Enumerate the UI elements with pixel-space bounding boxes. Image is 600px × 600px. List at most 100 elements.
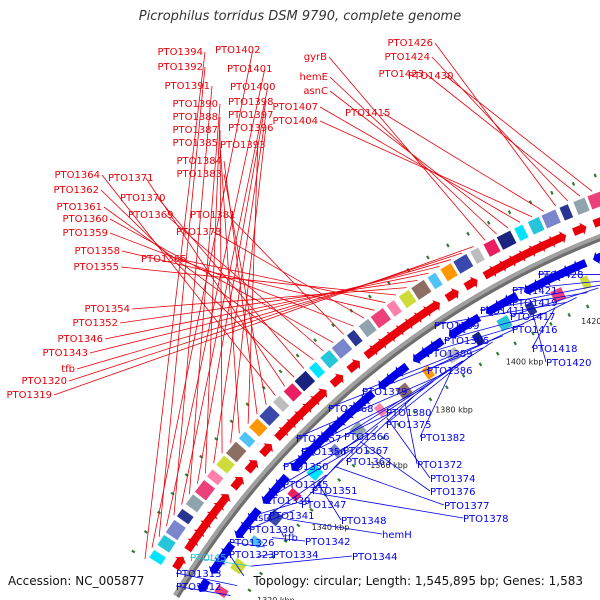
reverse-gene-label: PTO1323 — [229, 550, 274, 561]
forward-gene-label: PTO1426 — [388, 38, 433, 49]
forward-gene-label: PTO1354 — [85, 304, 130, 315]
forward-gene-arrow — [305, 396, 320, 410]
forward-gene-arrow — [380, 331, 395, 346]
reverse-gene-label: PTO1399 — [434, 321, 479, 332]
forward-gene-label: PTO1369 — [128, 210, 173, 221]
feature-block — [559, 204, 574, 221]
feature-block — [309, 361, 326, 379]
reverse-gene-label: PTO1367 — [343, 446, 388, 457]
reverse-gene-label: PTO1344 — [352, 552, 397, 563]
feature-block — [386, 300, 402, 317]
forward-gene-label: PTO1423 — [379, 69, 424, 80]
forward-label-leader — [101, 174, 276, 396]
reverse-gene-label: PTO1356 — [301, 447, 346, 458]
outer-tick — [245, 402, 250, 407]
forward-gene-arrow — [572, 222, 587, 236]
forward-label-leader — [53, 246, 474, 396]
reverse-gene-label: PTO1330 — [249, 525, 294, 536]
feature-block — [453, 254, 474, 274]
forward-gene-label: PTO1320 — [22, 376, 67, 387]
forward-gene-arrow — [492, 260, 507, 275]
forward-gene-arrow — [274, 427, 288, 441]
forward-gene-label: hemE — [299, 72, 328, 83]
reverse-gene-label: PTO1416 — [512, 325, 557, 336]
forward-gene-label: PTO1398 — [228, 97, 273, 108]
forward-gene-label: PTO1319 — [7, 390, 52, 401]
inner-tick — [366, 449, 371, 454]
forward-label-leader — [68, 252, 463, 382]
forward-label-leader — [76, 259, 452, 370]
reverse-gene-label: PTO1420 — [546, 358, 591, 369]
forward-gene-label: PTO1346 — [58, 334, 103, 345]
reverse-gene-label: PTO1374 — [430, 474, 475, 485]
reverse-label-leader — [248, 509, 295, 530]
feature-block — [272, 395, 290, 413]
outer-tick — [295, 353, 300, 358]
reverse-gene-arrow — [395, 362, 410, 377]
feature-block — [440, 263, 458, 282]
forward-gene-arrow — [521, 245, 537, 259]
forward-label-leader — [151, 49, 254, 548]
forward-gene-label: PTO1392 — [158, 62, 203, 73]
reverse-gene-label: PTO1368 — [328, 404, 373, 415]
outer-tick — [507, 210, 512, 215]
reverse-label-leader — [250, 555, 353, 567]
forward-label-leader — [219, 129, 223, 454]
reverse-label-leader — [426, 323, 524, 354]
backbone-shadow — [173, 233, 600, 598]
forward-label-leader — [119, 279, 418, 324]
forward-gene-label: PTO1390 — [173, 99, 218, 110]
reverse-label-leader — [479, 292, 588, 311]
forward-gene-label: gyrB — [304, 52, 327, 63]
forward-label-leader — [382, 112, 545, 212]
reverse-label-leader — [509, 287, 599, 317]
forward-gene-label: asnC — [303, 86, 328, 97]
forward-gene-label: PTO1359 — [63, 228, 108, 239]
reverse-label-leader — [359, 441, 431, 492]
forward-label-leader — [109, 232, 354, 327]
accession-label: Accession: NC_005877 — [8, 574, 145, 588]
inner-tick — [283, 539, 288, 544]
inner-tick — [428, 397, 433, 402]
forward-label-leader — [328, 56, 486, 241]
inner-tick — [351, 463, 356, 468]
reverse-gene-label: PTO1378 — [463, 514, 508, 525]
feature-block — [483, 238, 501, 257]
inner-tick — [461, 373, 466, 378]
inner-tick — [396, 422, 401, 427]
rna-label-leader — [189, 556, 251, 567]
outer-tick — [466, 231, 470, 236]
forward-gene-arrow — [203, 511, 218, 526]
forward-label-leader — [89, 265, 440, 354]
feature-block — [259, 405, 280, 426]
backbone-ring — [176, 238, 600, 598]
forward-gene-label: PTO1371 — [108, 173, 153, 184]
reverse-label-leader — [433, 302, 566, 326]
forward-gene-arrow — [444, 288, 459, 302]
outer-tick — [313, 338, 318, 343]
forward-gene-label: PTO1383 — [177, 169, 222, 180]
feature-block — [514, 224, 529, 242]
reverse-gene-arrow — [593, 250, 600, 264]
reverse-label-leader — [310, 491, 464, 519]
feature-block — [249, 418, 268, 437]
forward-label-leader — [205, 116, 221, 474]
inner-tick — [309, 507, 314, 512]
outer-tick — [550, 190, 554, 195]
forward-gene-arrow — [372, 338, 386, 353]
forward-gene-arrow — [389, 325, 404, 340]
reverse-gene-arrow — [221, 541, 236, 556]
reverse-label-leader — [342, 380, 434, 451]
reverse-label-leader — [271, 537, 306, 542]
inner-tick — [478, 362, 483, 367]
outer-tick — [486, 220, 491, 225]
reverse-label-leader — [511, 280, 600, 291]
reverse-gene-label: PTO1345 — [283, 480, 328, 491]
forward-gene-arrow — [511, 250, 527, 264]
reverse-gene-label: PTO1417 — [510, 312, 555, 323]
forward-gene-label: PTO1415 — [345, 108, 390, 119]
forward-label-leader — [165, 214, 324, 352]
forward-gene-label: PTO1343 — [43, 348, 88, 359]
reverse-label-leader — [175, 585, 231, 596]
reverse-label-leader — [386, 417, 431, 479]
